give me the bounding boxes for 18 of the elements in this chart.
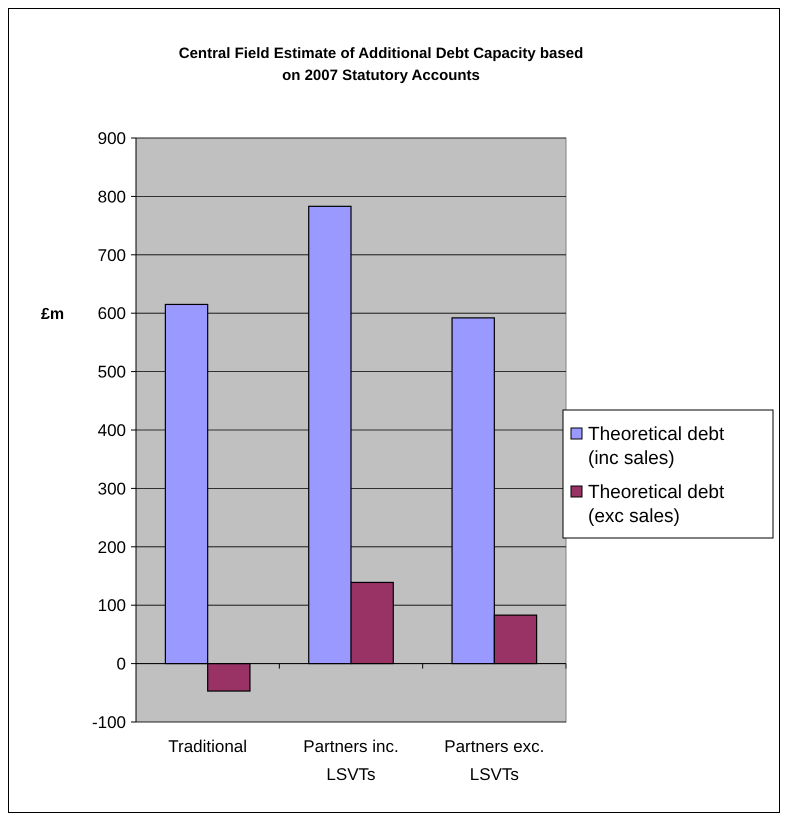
y-tick-label: 400 — [98, 420, 126, 440]
y-tick-label: 0 — [116, 654, 126, 674]
y-tick-label: 500 — [98, 362, 126, 382]
chart-title: Central Field Estimate of Additional Debt Capacity based on 2007 Statutory Accounts — [178, 45, 584, 84]
y-tick-label: 200 — [98, 538, 126, 557]
y-tick-label: -100 — [92, 712, 126, 732]
x-tick-label: Partners exc. LSVTs — [444, 737, 544, 784]
x-tick-label: Traditional — [168, 737, 248, 756]
y-tick-label: 600 — [98, 304, 126, 324]
legend-label: Theoretical debt (exc sales) — [588, 482, 725, 527]
y-axis-title: £m — [41, 306, 64, 324]
y-tick-label: 700 — [98, 246, 126, 265]
y-tick-label: 100 — [98, 596, 126, 616]
y-tick-label: 800 — [98, 187, 126, 206]
legend-label: Theoretical debt (inc sales) — [588, 424, 725, 469]
x-tick-label: Partners inc. LSVTs — [303, 737, 399, 784]
y-tick-label: 300 — [98, 479, 126, 498]
y-tick-label: 900 — [98, 128, 126, 148]
